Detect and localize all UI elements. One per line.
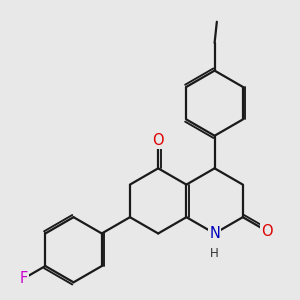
Text: H: H [210,247,219,260]
Text: O: O [261,224,273,238]
Text: O: O [152,133,164,148]
Text: N: N [209,226,220,241]
Text: F: F [20,271,28,286]
